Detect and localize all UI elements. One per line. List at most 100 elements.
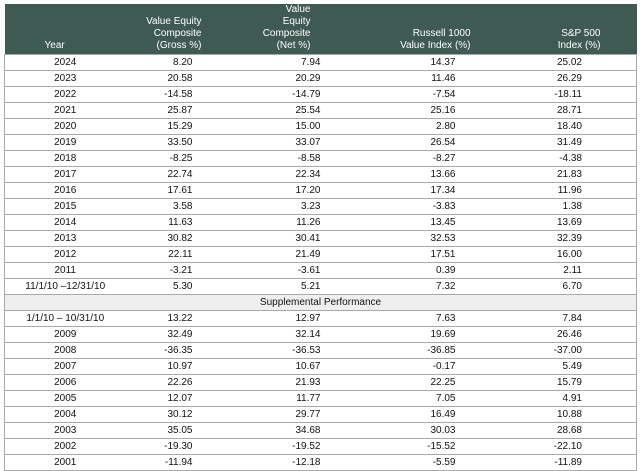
cell-net: -19.52	[255, 438, 391, 455]
cell-net: -14.79	[255, 86, 391, 103]
cell-gross: 33.50	[125, 134, 256, 151]
cell-sp500: -4.38	[520, 150, 637, 167]
cell-gross: 5.30	[125, 278, 256, 295]
table-row: 2011 -3.21 -3.61 0.39 2.11	[4, 262, 637, 279]
header-net: Value Equity Composite (Net %)	[255, 4, 391, 55]
cell-gross: -11.94	[125, 454, 256, 471]
table-row: 11/1/10 –12/31/10 5.30 5.21 7.32 6.70	[4, 278, 637, 295]
cell-sp500: 25.02	[520, 54, 637, 71]
cell-russell: 16.49	[390, 406, 521, 423]
table-row: 2006 22.26 21.93 22.25 15.79	[4, 374, 637, 391]
table-row: 2014 11.63 11.26 13.45 13.69	[4, 214, 637, 231]
cell-sp500: -18.11	[520, 86, 637, 103]
cell-net: -8.58	[255, 150, 391, 167]
cell-russell: -5.59	[390, 454, 521, 471]
table-row: 2013 30.82 30.41 32.53 32.39	[4, 230, 637, 247]
cell-year: 2021	[4, 102, 126, 119]
cell-russell: 7.05	[390, 390, 521, 407]
table-row: 2016 17.61 17.20 17.34 11.96	[4, 182, 637, 199]
cell-russell: 26.54	[390, 134, 521, 151]
cell-gross: -3.21	[125, 262, 256, 279]
cell-year: 2004	[4, 406, 126, 423]
cell-gross: 8.20	[125, 54, 256, 71]
cell-russell: -36.85	[390, 342, 521, 359]
cell-gross: 25.87	[125, 102, 256, 119]
header-year: Year	[4, 4, 126, 55]
cell-net: -36.53	[255, 342, 391, 359]
cell-year: 2008	[4, 342, 126, 359]
cell-sp500: 18.40	[520, 118, 637, 135]
cell-russell: 13.45	[390, 214, 521, 231]
cell-net: 3.23	[255, 198, 391, 215]
cell-russell: -8.27	[390, 150, 521, 167]
cell-year: 1/1/10 – 10/31/10	[4, 310, 126, 327]
header-row: Year Value Equity Composite (Gross %) Val…	[4, 4, 637, 55]
cell-gross: -8.25	[125, 150, 256, 167]
cell-year: 2016	[4, 182, 126, 199]
header-gross: Value Equity Composite (Gross %)	[125, 4, 256, 55]
table-row: 2020 15.29 15.00 2.80 18.40	[4, 118, 637, 135]
cell-sp500: 31.49	[520, 134, 637, 151]
cell-sp500: 6.70	[520, 278, 637, 295]
cell-net: 12.97	[255, 310, 391, 327]
cell-russell: 30.03	[390, 422, 521, 439]
cell-sp500: 5.49	[520, 358, 637, 375]
cell-net: 17.20	[255, 182, 391, 199]
cell-russell: 2.80	[390, 118, 521, 135]
table-row: 2003 35.05 34.68 30.03 28.68	[4, 422, 637, 439]
cell-gross: 20.58	[125, 70, 256, 87]
cell-year: 11/1/10 –12/31/10	[4, 278, 126, 295]
cell-gross: 22.74	[125, 166, 256, 183]
cell-gross: 10.97	[125, 358, 256, 375]
cell-net: 22.34	[255, 166, 391, 183]
cell-gross: 3.58	[125, 198, 256, 215]
supplemental-row: Supplemental Performance	[4, 294, 637, 311]
cell-net: 21.49	[255, 246, 391, 263]
cell-year: 2018	[4, 150, 126, 167]
cell-russell: -0.17	[390, 358, 521, 375]
table-row: 1/1/10 – 10/31/10 13.22 12.97 7.63 7.84	[4, 310, 637, 327]
cell-year: 2012	[4, 246, 126, 263]
cell-net: 11.26	[255, 214, 391, 231]
cell-sp500: 11.96	[520, 182, 637, 199]
cell-net: 30.41	[255, 230, 391, 247]
cell-russell: 0.39	[390, 262, 521, 279]
cell-russell: 32.53	[390, 230, 521, 247]
cell-net: 29.77	[255, 406, 391, 423]
table-row: 2012 22.11 21.49 17.51 16.00	[4, 246, 637, 263]
cell-sp500: 2.11	[520, 262, 637, 279]
cell-year: 2007	[4, 358, 126, 375]
cell-year: 2015	[4, 198, 126, 215]
cell-net: 5.21	[255, 278, 391, 295]
cell-gross: 22.26	[125, 374, 256, 391]
table-row: 2019 33.50 33.07 26.54 31.49	[4, 134, 637, 151]
cell-year: 2006	[4, 374, 126, 391]
cell-net: 25.54	[255, 102, 391, 119]
cell-russell: 7.63	[390, 310, 521, 327]
table-row: 2008 -36.35 -36.53 -36.85 -37.00	[4, 342, 637, 359]
cell-sp500: -22.10	[520, 438, 637, 455]
cell-russell: 25.16	[390, 102, 521, 119]
cell-sp500: -11.89	[520, 454, 637, 471]
cell-sp500: 26.29	[520, 70, 637, 87]
cell-year: 2003	[4, 422, 126, 439]
cell-sp500: 32.39	[520, 230, 637, 247]
cell-gross: 22.11	[125, 246, 256, 263]
table-row: 2009 32.49 32.14 19.69 26.46	[4, 326, 637, 343]
cell-sp500: -37.00	[520, 342, 637, 359]
cell-net: 11.77	[255, 390, 391, 407]
cell-year: 2024	[4, 54, 126, 71]
cell-net: 7.94	[255, 54, 391, 71]
table-row: 2024 8.20 7.94 14.37 25.02	[4, 54, 637, 71]
cell-russell: 17.51	[390, 246, 521, 263]
cell-gross: 30.12	[125, 406, 256, 423]
cell-year: 2005	[4, 390, 126, 407]
cell-sp500: 4.91	[520, 390, 637, 407]
cell-net: -3.61	[255, 262, 391, 279]
cell-net: 15.00	[255, 118, 391, 135]
cell-russell: 22.25	[390, 374, 521, 391]
cell-gross: 13.22	[125, 310, 256, 327]
cell-sp500: 21.83	[520, 166, 637, 183]
cell-russell: -7.54	[390, 86, 521, 103]
cell-net: 20.29	[255, 70, 391, 87]
